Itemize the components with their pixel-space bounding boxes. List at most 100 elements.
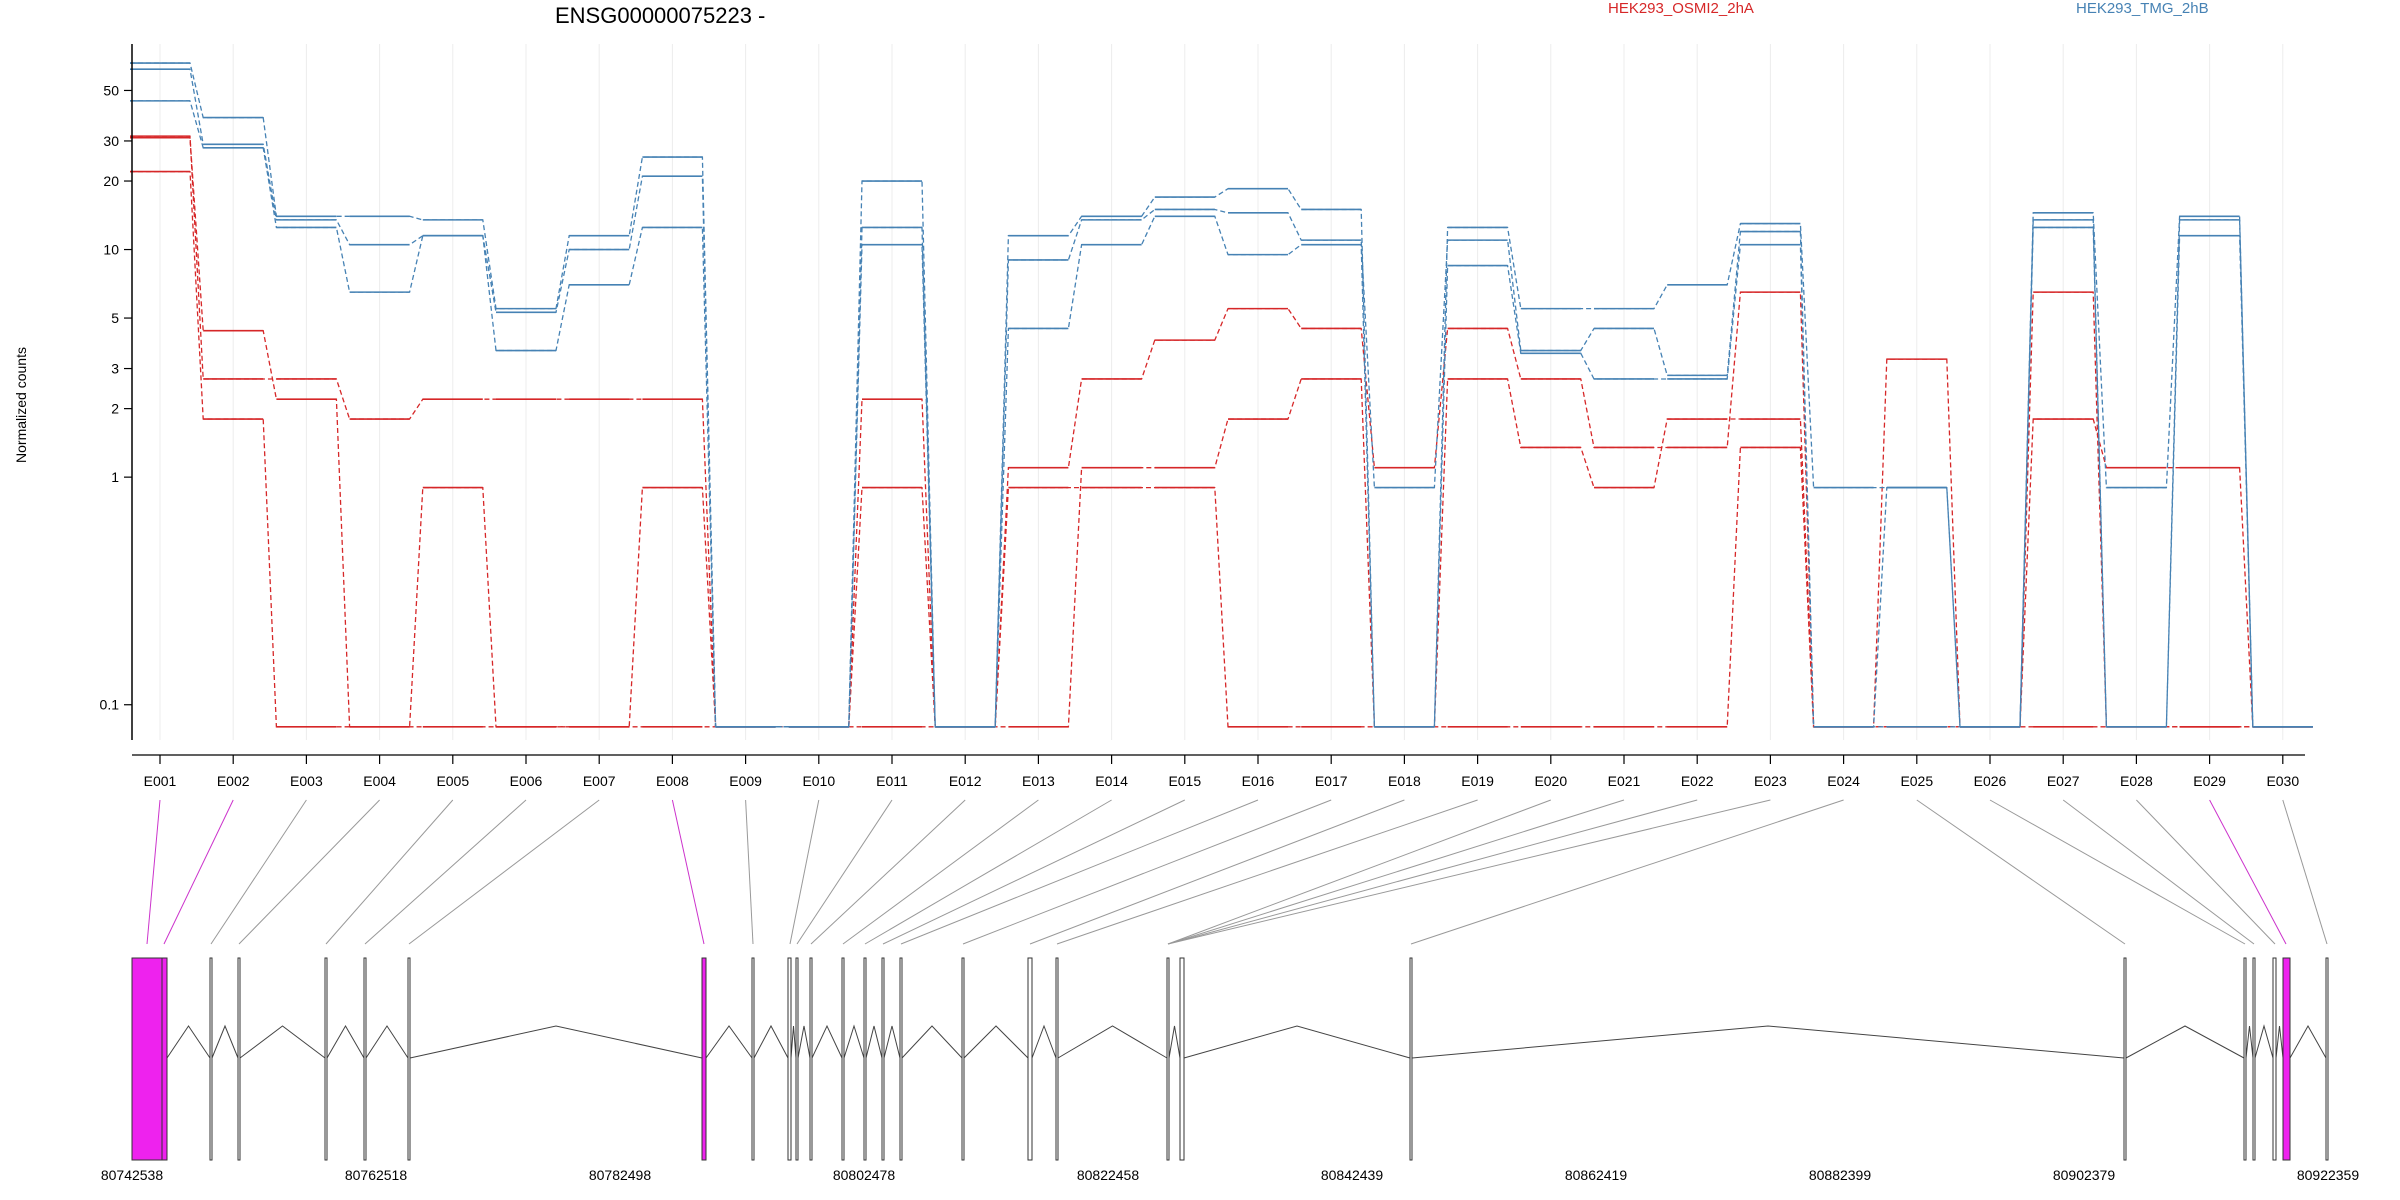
x-tick-label: E007 <box>583 773 616 789</box>
x-tick-label: E005 <box>436 773 469 789</box>
chart-title: ENSG00000075223 - <box>555 3 765 28</box>
x-tick-label: E014 <box>1095 773 1128 789</box>
exon-connector <box>900 799 1259 945</box>
coordinate-label: 80802478 <box>833 1167 896 1183</box>
x-ticks: E001 E002 E003 E004 E005 E006 E007 E008 E009 E010… <box>132 754 2305 789</box>
x-tick-label: E016 <box>1242 773 1275 789</box>
exon-connector <box>238 799 380 945</box>
exon-connector <box>842 799 1039 945</box>
exon-connector <box>146 799 161 945</box>
legend-entry-tmg: HEK293_TMG_2hB <box>2076 0 2209 17</box>
intron <box>883 1025 901 1059</box>
coordinate-label: 80922359 <box>2297 1167 2360 1183</box>
coordinate-label: 80862419 <box>1565 1167 1628 1183</box>
exon-box <box>809 957 813 1161</box>
y-tick-label: 2 <box>111 401 119 417</box>
intron <box>963 1025 1029 1059</box>
exon-box <box>841 957 845 1161</box>
exon-connector <box>1989 799 2246 945</box>
intron <box>166 1025 211 1059</box>
gene-model <box>131 957 2329 1161</box>
y-tick-label: 20 <box>103 173 119 189</box>
series-line <box>130 170 2313 728</box>
exon-connector <box>1167 799 1771 945</box>
exon-box <box>131 957 163 1161</box>
x-tick-label: E017 <box>1315 773 1348 789</box>
x-tick-label: E025 <box>1900 773 1933 789</box>
x-tick-label: E020 <box>1534 773 1567 789</box>
intron <box>790 1025 797 1059</box>
exon-connector <box>364 799 527 945</box>
intron <box>409 1025 703 1059</box>
exon-box <box>2243 957 2247 1161</box>
series-line <box>130 62 2313 728</box>
x-tick-label: E003 <box>290 773 323 789</box>
exon-box <box>863 957 867 1161</box>
intron <box>843 1024 865 1059</box>
exon-connector <box>2209 799 2287 945</box>
x-tick-label: E024 <box>1827 773 1860 789</box>
coordinate-label: 80882399 <box>1809 1167 1872 1183</box>
exon-connector <box>2062 799 2255 945</box>
x-tick-label: E002 <box>217 773 250 789</box>
y-tick-label: 50 <box>103 82 119 98</box>
coordinate-label: 80742538 <box>101 1167 164 1183</box>
x-tick-label: E029 <box>2193 773 2226 789</box>
coordinate-label: 80842439 <box>1321 1167 1384 1183</box>
y-tick-label: 3 <box>111 361 119 377</box>
x-tick-label: E018 <box>1388 773 1421 789</box>
x-tick-label: E026 <box>1974 773 2007 789</box>
exon-box <box>209 957 213 1161</box>
y-tick-label: 30 <box>103 133 119 149</box>
intron <box>705 1025 753 1059</box>
intron <box>365 1025 409 1059</box>
exon-box <box>787 957 792 1161</box>
exon-connectors <box>146 799 2328 945</box>
exon-connector <box>1167 799 1551 945</box>
intron <box>2254 1024 2274 1059</box>
x-tick-label: E004 <box>363 773 396 789</box>
y-tick-label: 1 <box>111 469 119 485</box>
x-tick-label: E019 <box>1461 773 1494 789</box>
intron <box>797 1025 811 1059</box>
exon-box <box>1179 957 1185 1161</box>
exon-box <box>2123 957 2127 1161</box>
series-layer <box>130 62 2313 728</box>
plot-area: 0.1 1 2 3 5 10 20 30 50 E001 E002 E003 E004 E005 E006… <box>100 44 2313 789</box>
x-tick-label: E001 <box>144 773 177 789</box>
coordinate-label: 80902379 <box>2053 1167 2116 1183</box>
exon-connector <box>864 799 1112 945</box>
intron <box>239 1025 326 1059</box>
x-tick-label: E021 <box>1608 773 1641 789</box>
intron <box>211 1024 239 1059</box>
x-tick-label: E027 <box>2047 773 2080 789</box>
exon-box <box>795 957 799 1161</box>
intron <box>2275 1025 2284 1059</box>
exon-connector <box>1916 799 2126 945</box>
exon-box <box>751 957 755 1161</box>
exon-box <box>2272 957 2277 1161</box>
x-tick-label: E022 <box>1681 773 1714 789</box>
x-tick-label: E030 <box>2266 773 2299 789</box>
intron <box>2125 1025 2245 1059</box>
series-line <box>130 100 2313 728</box>
series-line <box>130 135 2313 728</box>
y-axis-label: Normalized counts <box>13 347 29 463</box>
exon-box <box>2252 957 2256 1161</box>
exon-box <box>407 957 411 1161</box>
coordinate-label: 80782498 <box>589 1167 652 1183</box>
intron <box>901 1025 963 1059</box>
exon-connector <box>810 799 966 945</box>
exon-connector <box>408 799 600 945</box>
exon-connector <box>1167 799 1625 945</box>
intron <box>1183 1025 1411 1059</box>
y-ticks: 0.1 1 2 3 5 10 20 30 50 <box>100 82 132 713</box>
exon-connector <box>210 799 307 945</box>
grid <box>159 44 2284 740</box>
exon-connector <box>325 799 454 945</box>
exon-connector <box>163 799 234 945</box>
exon-connector <box>882 799 1186 945</box>
x-tick-label: E011 <box>876 773 908 789</box>
x-tick-label: E023 <box>1754 773 1787 789</box>
legend-entry-osmi2: HEK293_OSMI2_2hA <box>1608 0 1754 17</box>
